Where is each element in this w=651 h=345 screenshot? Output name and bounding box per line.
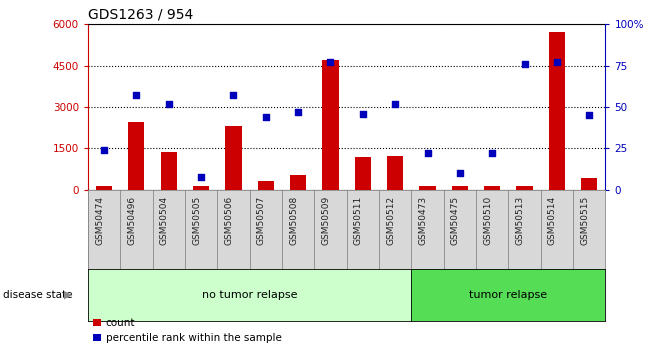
Text: GSM50506: GSM50506 [225,196,234,245]
Text: GSM50473: GSM50473 [419,196,428,245]
Bar [193,186,209,190]
Point [487,150,497,156]
Point [519,61,530,67]
Point [293,109,303,115]
Bar [581,178,598,190]
Bar [322,60,339,190]
Point [196,174,206,179]
Text: GSM50514: GSM50514 [548,196,557,245]
Point [454,170,465,176]
Point [584,112,594,118]
Text: GSM50504: GSM50504 [159,196,169,245]
Text: GDS1263 / 954: GDS1263 / 954 [88,8,193,22]
Bar [96,186,112,190]
Point [422,150,433,156]
Bar [128,122,145,190]
Text: no tumor relapse: no tumor relapse [202,290,298,300]
Text: ▶: ▶ [64,290,73,300]
Text: tumor relapse: tumor relapse [469,290,547,300]
Text: GSM50474: GSM50474 [95,196,104,245]
Text: GSM50509: GSM50509 [322,196,331,245]
Legend: count, percentile rank within the sample: count, percentile rank within the sample [93,318,281,343]
Bar [549,32,565,190]
Text: GSM50475: GSM50475 [451,196,460,245]
Point [551,59,562,65]
Text: GSM50496: GSM50496 [128,196,137,245]
Text: GSM50511: GSM50511 [354,196,363,245]
Bar [419,186,436,190]
Text: GSM50507: GSM50507 [256,196,266,245]
Bar [452,186,468,190]
Point [163,101,174,106]
Text: GSM50515: GSM50515 [580,196,589,245]
Point [260,114,271,120]
Bar [387,156,403,190]
Text: GSM50505: GSM50505 [192,196,201,245]
Text: GSM50513: GSM50513 [516,196,525,245]
Text: GSM50508: GSM50508 [289,196,298,245]
Point [357,111,368,116]
Bar [516,186,533,190]
Bar [355,157,371,190]
Text: disease state: disease state [3,290,73,300]
Bar [225,126,242,190]
Point [390,101,400,106]
Text: GSM50512: GSM50512 [386,196,395,245]
Bar [161,152,177,190]
Bar [484,186,501,190]
Point [326,59,336,65]
Bar [258,181,274,190]
Point [99,147,109,153]
Bar [290,175,306,190]
Point [229,92,239,98]
Text: GSM50510: GSM50510 [483,196,492,245]
Point [132,92,142,98]
